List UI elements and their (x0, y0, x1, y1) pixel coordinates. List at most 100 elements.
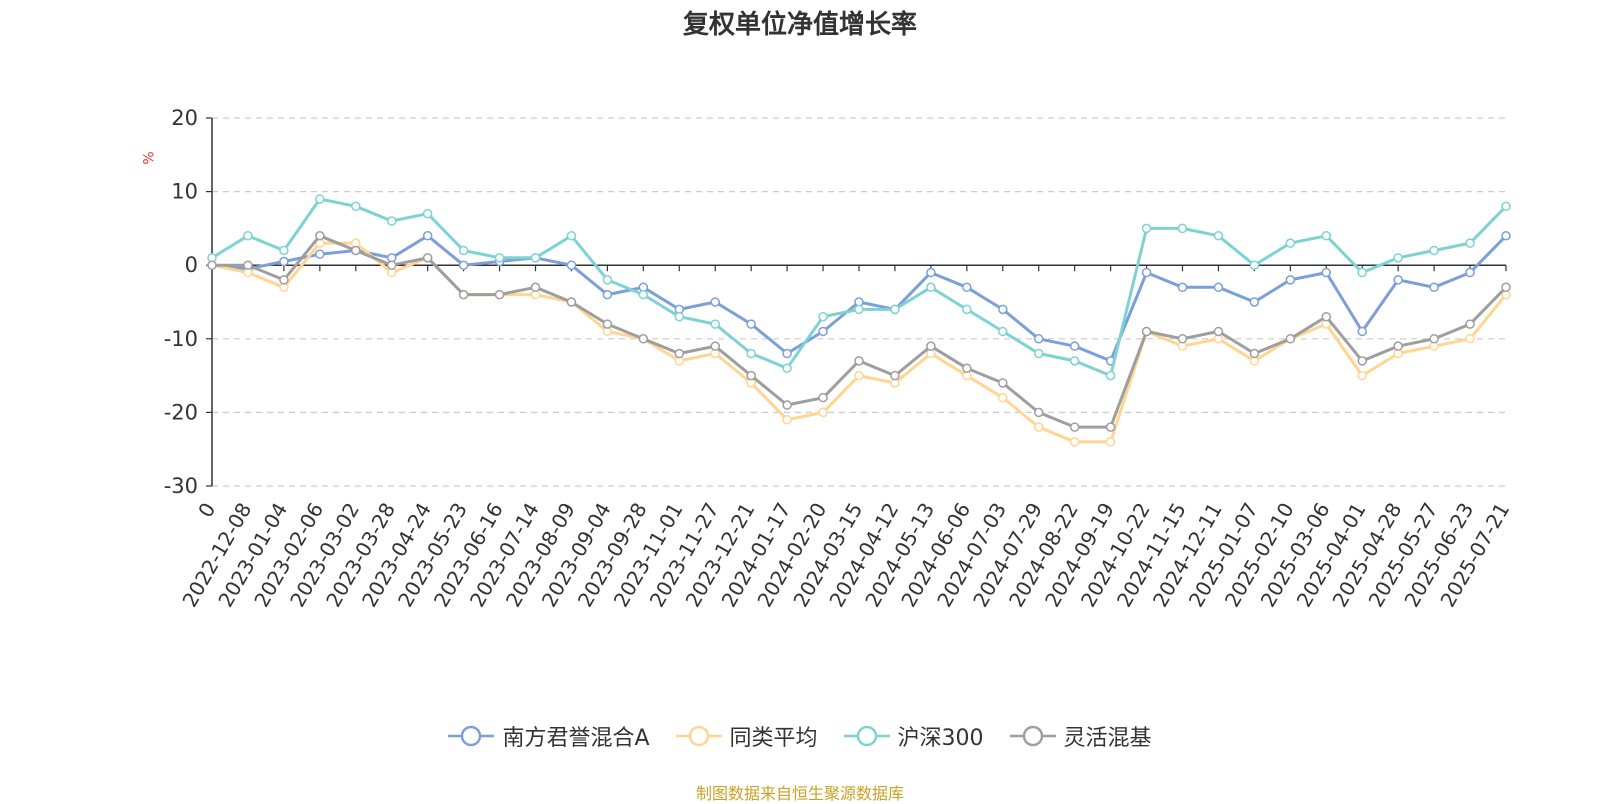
data-point (1393, 275, 1403, 285)
data-point (746, 319, 756, 329)
data-point (962, 363, 972, 373)
data-point (1501, 282, 1511, 293)
data-point (494, 253, 505, 263)
legend-label: 南方君誉混合A (502, 726, 650, 751)
data-point (1069, 356, 1080, 366)
data-point (1285, 238, 1296, 248)
data-point (1069, 422, 1080, 432)
data-point (854, 304, 864, 315)
y-tick-label: -10 (164, 327, 198, 351)
y-tick-label: 0 (185, 253, 198, 277)
data-point (566, 260, 577, 270)
data-point (1141, 223, 1152, 234)
data-point (1177, 334, 1188, 344)
legend-marker-icon (843, 725, 890, 747)
data-point (602, 319, 613, 329)
data-point (1321, 231, 1332, 241)
x-tick-label: 0 (193, 499, 220, 522)
data-point (746, 348, 756, 359)
data-point (674, 311, 685, 322)
data-point (1357, 267, 1367, 278)
y-tick-label: 10 (171, 180, 198, 204)
legend-item[interactable]: 南方君誉混合A (448, 720, 650, 752)
data-point (1465, 267, 1475, 278)
data-point (315, 231, 325, 241)
data-point (494, 289, 505, 300)
data-point (746, 370, 756, 381)
data-point (638, 289, 649, 300)
data-point (602, 289, 613, 300)
y-tick-label: 20 (171, 106, 198, 130)
data-point (926, 341, 936, 351)
data-point (279, 275, 289, 285)
legend-item[interactable]: 沪深300 (843, 720, 984, 752)
data-point (566, 297, 577, 307)
data-point (1465, 334, 1475, 344)
data-point (1069, 437, 1080, 447)
source-note: 制图数据来自恒生聚源数据库 (695, 784, 904, 803)
data-point (1465, 238, 1475, 248)
data-point (854, 356, 864, 366)
data-point (279, 245, 289, 256)
legend-label: 灵活混基 (1063, 726, 1152, 751)
data-point (422, 253, 433, 263)
data-point (351, 245, 361, 256)
data-point (458, 245, 469, 256)
data-point (782, 415, 792, 425)
data-point (1429, 334, 1439, 344)
data-point (566, 231, 577, 241)
data-point (1357, 356, 1367, 366)
data-point (890, 370, 900, 381)
data-point (422, 208, 433, 219)
data-point (782, 348, 792, 359)
data-point (710, 297, 720, 307)
data-point (1069, 341, 1080, 351)
data-point (1357, 326, 1367, 337)
legend-item[interactable]: 灵活混基 (1009, 720, 1152, 752)
data-point (1033, 407, 1044, 418)
data-point (926, 267, 936, 278)
data-point (1033, 348, 1044, 359)
data-point (1285, 334, 1296, 344)
data-point (1105, 422, 1116, 432)
data-point (1429, 245, 1439, 256)
data-point (998, 378, 1008, 388)
data-point (530, 282, 541, 293)
data-point (1105, 437, 1116, 447)
data-point (638, 334, 649, 344)
data-point (1105, 370, 1116, 381)
legend-item[interactable]: 同类平均 (675, 720, 818, 752)
data-point (1249, 260, 1260, 270)
data-point (1393, 341, 1403, 351)
y-tick-label: -20 (164, 400, 198, 424)
data-point (998, 326, 1008, 337)
data-point (1141, 326, 1152, 337)
data-point (315, 249, 325, 259)
data-point (782, 363, 792, 373)
data-point (422, 231, 433, 241)
legend-label: 沪深300 (897, 726, 984, 751)
data-point (710, 319, 720, 329)
chart-title: 复权单位净值增长率 (682, 10, 917, 40)
data-point (1213, 326, 1224, 337)
data-point (1033, 422, 1044, 432)
data-point (962, 282, 972, 293)
legend-marker-icon (1009, 725, 1056, 747)
data-point (962, 304, 972, 315)
series-line-2 (211, 197, 1508, 378)
data-point (1141, 267, 1152, 278)
data-point (926, 282, 936, 293)
data-point (243, 260, 253, 270)
series-line-1 (211, 241, 1508, 444)
data-point (458, 260, 469, 270)
y-tick-label: -30 (164, 474, 198, 498)
data-point (854, 370, 864, 381)
data-point (1213, 282, 1224, 293)
data-point (1501, 201, 1511, 212)
data-point (1321, 311, 1332, 322)
data-point (710, 341, 720, 351)
data-point (998, 304, 1008, 315)
data-point (315, 194, 325, 204)
data-point (890, 304, 900, 315)
